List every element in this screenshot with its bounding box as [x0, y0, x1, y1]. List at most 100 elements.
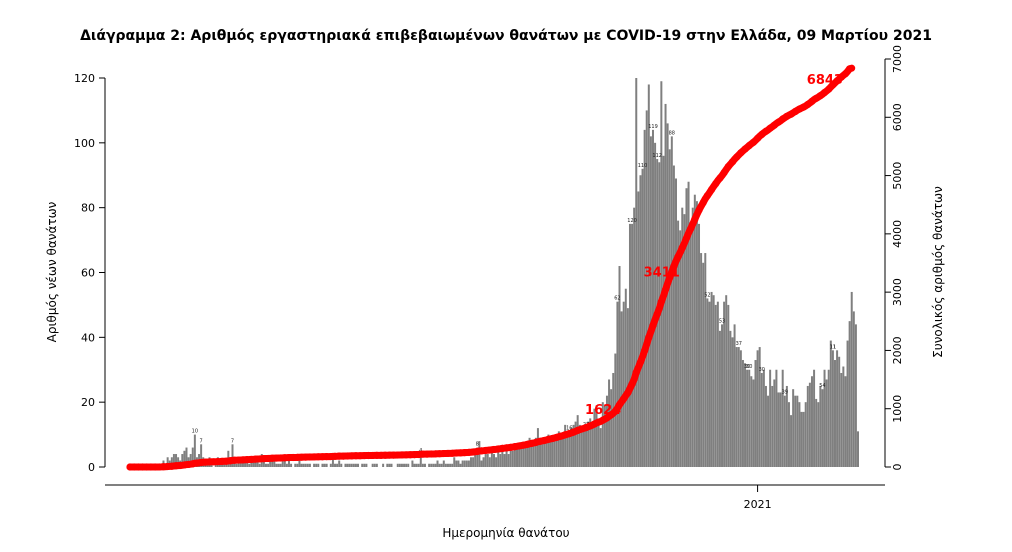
bar — [373, 463, 376, 467]
bar — [582, 431, 585, 467]
bar — [271, 460, 274, 467]
bar — [857, 431, 859, 467]
bar-value-label: 39 — [782, 390, 788, 396]
bar — [829, 340, 832, 467]
bar — [283, 460, 286, 467]
cumulative-point — [678, 244, 686, 252]
bar — [218, 463, 221, 467]
cumulative-point — [624, 389, 632, 397]
bar-value-label: 110 — [638, 163, 648, 169]
bar — [536, 428, 539, 467]
cumulative-point — [728, 158, 737, 166]
cumulative-point — [691, 215, 699, 223]
bar — [729, 330, 732, 467]
bar — [833, 360, 836, 467]
bar — [624, 288, 627, 467]
bar — [808, 382, 811, 467]
bar — [474, 454, 477, 467]
bar — [252, 460, 255, 467]
bar — [225, 463, 228, 467]
bar — [654, 142, 657, 467]
bar — [524, 444, 527, 467]
bar — [484, 454, 487, 467]
bar — [670, 136, 673, 467]
bar — [256, 460, 259, 467]
right-axis-tick-label: 6000 — [891, 103, 904, 131]
bar — [850, 291, 853, 467]
bar — [290, 463, 293, 467]
bar — [231, 444, 234, 467]
bar — [727, 304, 730, 467]
bar — [507, 454, 510, 467]
bar — [566, 434, 569, 467]
bar — [643, 129, 646, 467]
bar — [241, 460, 244, 467]
bar — [465, 460, 468, 467]
bar — [363, 463, 366, 467]
bar-value-label: 11 — [830, 344, 836, 350]
bar — [287, 460, 290, 467]
bar-value-label: 7 — [231, 438, 234, 444]
bar — [725, 295, 728, 467]
bar — [744, 363, 747, 467]
bar — [495, 457, 498, 467]
cumulative-point — [703, 192, 711, 200]
bar — [277, 463, 280, 467]
bar — [294, 463, 297, 467]
bar — [432, 463, 435, 467]
bar — [313, 463, 316, 467]
bar — [750, 376, 753, 467]
bar — [739, 350, 742, 467]
bar — [700, 253, 703, 467]
bar — [298, 460, 301, 467]
bar — [838, 356, 841, 467]
bar — [796, 395, 799, 467]
bar — [672, 165, 675, 467]
bar — [842, 366, 845, 467]
bar — [754, 360, 757, 467]
right-axis-tick-label: 4000 — [891, 220, 904, 248]
bar — [411, 460, 414, 467]
cumulative-point — [841, 70, 850, 78]
bar — [170, 457, 173, 467]
bar — [695, 201, 698, 467]
bar — [817, 402, 820, 467]
bar — [603, 405, 606, 467]
bar — [244, 460, 247, 467]
bar — [687, 181, 690, 468]
bar-value-label: 30 — [759, 367, 765, 373]
bar — [304, 463, 307, 467]
bar — [800, 411, 803, 467]
bar — [467, 460, 470, 467]
bar — [821, 389, 824, 467]
bar — [783, 395, 786, 467]
daily-deaths-bars — [156, 78, 859, 468]
bar — [518, 447, 521, 467]
bar — [605, 395, 608, 467]
bar — [704, 253, 707, 467]
right-axis-tick-label: 2000 — [891, 336, 904, 364]
cumulative-point — [628, 380, 636, 388]
bar — [497, 447, 500, 467]
bar — [285, 463, 288, 467]
axes: 0 20 40 60 80 100 120 0 1000 2000 3000 4000 5000 6000… — [45, 45, 945, 511]
bar — [308, 463, 311, 467]
cumulative-point — [712, 179, 720, 188]
bar — [685, 188, 688, 467]
bar — [840, 372, 843, 467]
bar — [302, 463, 305, 467]
bar — [534, 437, 537, 467]
right-axis-tick-label: 5000 — [891, 162, 904, 190]
cumulative-point — [716, 174, 724, 182]
bar — [647, 84, 650, 467]
bar — [482, 457, 485, 467]
bar — [323, 463, 326, 467]
bar — [407, 463, 410, 467]
bar — [281, 460, 284, 467]
cumulative-point — [707, 185, 716, 194]
bar — [668, 149, 671, 467]
cumulative-value-label: 6843 — [807, 73, 843, 88]
cumulative-point — [661, 285, 670, 294]
bar — [723, 301, 726, 467]
